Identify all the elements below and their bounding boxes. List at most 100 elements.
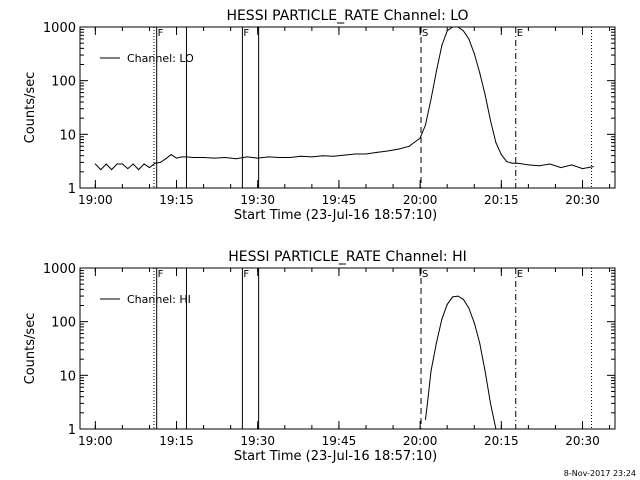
data-point [143, 163, 145, 165]
data-point [425, 124, 426, 126]
y-tick-label: 1000 [43, 21, 76, 36]
data-point [311, 156, 313, 158]
data-point [468, 38, 470, 40]
data-point [354, 153, 356, 155]
data-point [506, 161, 508, 163]
x-axis-label: Start Time (23-Jul-16 18:57:10) [234, 208, 437, 223]
data-point [387, 150, 389, 152]
data-point [268, 156, 270, 158]
data-point [246, 156, 248, 158]
legend-label: Channel: HI [127, 293, 191, 306]
data-point [322, 155, 324, 157]
x-tick-label: 20:15 [484, 434, 519, 448]
data-point [181, 156, 183, 158]
y-tick-label: 1000 [43, 262, 76, 277]
data-point [511, 162, 513, 164]
data-point [517, 162, 519, 164]
data-point [257, 157, 259, 159]
data-point [224, 157, 226, 158]
chart-title: HESSI PARTICLE_RATE Channel: HI [228, 249, 466, 265]
data-point [235, 158, 237, 160]
event-marker-label: F [243, 269, 249, 280]
data-point [441, 318, 443, 320]
data-point [116, 163, 118, 165]
data-point [192, 157, 194, 158]
data-point [186, 156, 188, 158]
y-tick-label: 100 [51, 316, 76, 331]
data-point [111, 169, 113, 171]
panel-hi: HESSI PARTICLE_RATE Channel: HI 19:00 19:1… [23, 249, 616, 464]
data-point [479, 342, 481, 344]
data-point [571, 164, 573, 166]
legend-label: Channel: LO [127, 52, 194, 65]
x-tick-label: 20:00 [403, 434, 438, 448]
x-tick-label: 19:15 [159, 193, 194, 207]
data-point [213, 157, 215, 159]
data-point [495, 142, 497, 144]
data-point [100, 169, 102, 171]
data-point [203, 157, 205, 158]
data-point [278, 157, 280, 158]
chart-title: HESSI PARTICLE_RATE Channel: LO [226, 8, 468, 24]
data-point [105, 163, 107, 165]
data-point [538, 165, 540, 167]
data-point [473, 53, 475, 55]
data-point [159, 161, 161, 163]
data-point [289, 157, 291, 158]
series-line-0 [94, 26, 594, 171]
y-axis-label: Counts/sec [23, 313, 38, 385]
y-tick-label: 1 [68, 182, 76, 197]
x-tick-label: 20:00 [403, 193, 438, 207]
x-tick-label: 19:00 [78, 193, 113, 207]
data-point [170, 154, 172, 156]
data-point [560, 167, 562, 169]
y-tick-label: 1 [68, 423, 76, 438]
panel-lo: HESSI PARTICLE_RATE Channel: LO 19:00 19:1… [23, 8, 616, 223]
x-tick-label: 19:45 [322, 193, 357, 207]
x-tick-label: 19:45 [322, 434, 357, 448]
series-line-0 [425, 295, 497, 430]
data-point [333, 155, 334, 157]
data-point [427, 396, 429, 398]
data-point [484, 94, 486, 96]
data-point [462, 30, 464, 32]
data-point [138, 169, 140, 171]
data-point [452, 296, 454, 298]
data-point [446, 303, 448, 305]
data-point [419, 137, 421, 139]
data-point [527, 164, 529, 166]
data-point [300, 155, 302, 157]
data-point [121, 163, 123, 165]
x-tick-label: 19:30 [240, 434, 275, 448]
data-point [582, 168, 583, 170]
x-tick-label: 19:15 [159, 434, 194, 448]
y-tick-label: 10 [59, 128, 76, 143]
event-marker-label: E [517, 28, 523, 39]
data-point [425, 419, 426, 420]
event-marker-label: F [158, 28, 164, 39]
y-tick-label: 100 [51, 75, 76, 90]
plot-frame [79, 267, 616, 430]
y-tick-label: 10 [59, 369, 76, 384]
data-point [484, 370, 486, 372]
data-point [490, 402, 491, 404]
date-stamp: 8-Nov-2017 23:24 [564, 469, 636, 478]
data-point [376, 151, 378, 153]
data-point [441, 45, 443, 47]
event-marker-label: F [243, 28, 249, 39]
data-point [522, 163, 524, 165]
x-tick-label: 19:00 [78, 434, 113, 448]
data-point [457, 26, 459, 28]
data-point [398, 148, 399, 150]
data-point [490, 120, 491, 122]
data-point [149, 167, 150, 169]
data-point [473, 322, 475, 324]
data-point [500, 154, 502, 156]
event-marker-label: S [422, 269, 428, 280]
event-marker-label: S [422, 28, 428, 39]
data-point [435, 70, 437, 72]
y-axis-label: Counts/sec [23, 72, 38, 144]
data-point [430, 98, 432, 100]
plot-frame [79, 26, 616, 189]
data-point [127, 168, 129, 170]
